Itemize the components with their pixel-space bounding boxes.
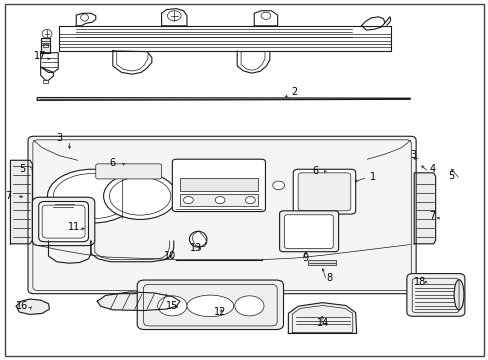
Text: 11: 11 xyxy=(68,222,80,232)
Text: 16: 16 xyxy=(16,301,28,311)
Text: 1: 1 xyxy=(369,172,376,182)
FancyBboxPatch shape xyxy=(293,169,355,214)
Text: 10: 10 xyxy=(163,251,176,261)
FancyBboxPatch shape xyxy=(172,159,265,212)
FancyBboxPatch shape xyxy=(33,153,48,170)
Text: 5: 5 xyxy=(447,171,454,181)
Polygon shape xyxy=(48,241,91,263)
Text: 2: 2 xyxy=(290,87,297,97)
Ellipse shape xyxy=(245,197,255,204)
Text: 17: 17 xyxy=(34,51,46,61)
Text: 9: 9 xyxy=(302,253,307,263)
FancyBboxPatch shape xyxy=(279,211,338,252)
Text: 6: 6 xyxy=(312,166,318,176)
Polygon shape xyxy=(288,303,356,333)
Ellipse shape xyxy=(167,11,181,21)
Ellipse shape xyxy=(123,151,160,171)
FancyBboxPatch shape xyxy=(261,154,274,169)
Ellipse shape xyxy=(323,151,360,171)
Ellipse shape xyxy=(186,295,233,317)
FancyBboxPatch shape xyxy=(39,202,88,242)
Polygon shape xyxy=(10,160,32,244)
Ellipse shape xyxy=(81,14,88,21)
Text: 8: 8 xyxy=(326,273,332,283)
Ellipse shape xyxy=(53,174,131,219)
FancyBboxPatch shape xyxy=(284,215,332,248)
Text: 13: 13 xyxy=(189,243,202,253)
Ellipse shape xyxy=(216,151,253,171)
Ellipse shape xyxy=(42,30,52,38)
Ellipse shape xyxy=(272,181,284,190)
Ellipse shape xyxy=(109,177,170,215)
Text: 4: 4 xyxy=(429,164,435,174)
FancyBboxPatch shape xyxy=(28,136,415,294)
Ellipse shape xyxy=(47,169,137,223)
Bar xyxy=(180,178,258,192)
FancyBboxPatch shape xyxy=(300,154,313,169)
Polygon shape xyxy=(413,173,435,244)
Text: 18: 18 xyxy=(413,277,426,287)
Polygon shape xyxy=(97,292,180,311)
FancyBboxPatch shape xyxy=(97,154,109,169)
Text: 7: 7 xyxy=(5,191,12,201)
Text: 14: 14 xyxy=(316,318,328,328)
FancyBboxPatch shape xyxy=(298,173,350,211)
Polygon shape xyxy=(37,98,409,100)
Ellipse shape xyxy=(215,197,224,204)
FancyBboxPatch shape xyxy=(406,274,464,316)
Bar xyxy=(180,194,258,206)
Ellipse shape xyxy=(261,12,270,19)
Text: 7: 7 xyxy=(428,211,434,221)
Text: 3: 3 xyxy=(57,133,63,143)
FancyBboxPatch shape xyxy=(96,164,161,179)
FancyBboxPatch shape xyxy=(32,197,95,246)
Text: 3: 3 xyxy=(409,150,416,160)
Bar xyxy=(42,80,48,83)
Polygon shape xyxy=(16,299,49,315)
Ellipse shape xyxy=(51,151,88,171)
FancyBboxPatch shape xyxy=(137,280,283,329)
Ellipse shape xyxy=(234,296,264,316)
Ellipse shape xyxy=(453,280,463,310)
Ellipse shape xyxy=(189,231,206,247)
Ellipse shape xyxy=(183,197,193,204)
Ellipse shape xyxy=(103,173,176,220)
Bar xyxy=(307,260,335,265)
Text: 12: 12 xyxy=(214,307,226,317)
FancyBboxPatch shape xyxy=(369,153,384,170)
Text: 15: 15 xyxy=(165,301,178,311)
FancyBboxPatch shape xyxy=(42,205,85,238)
Text: 6: 6 xyxy=(109,158,115,168)
Ellipse shape xyxy=(158,296,186,316)
Text: 5: 5 xyxy=(19,164,25,174)
Polygon shape xyxy=(41,39,50,53)
Bar xyxy=(42,44,48,47)
